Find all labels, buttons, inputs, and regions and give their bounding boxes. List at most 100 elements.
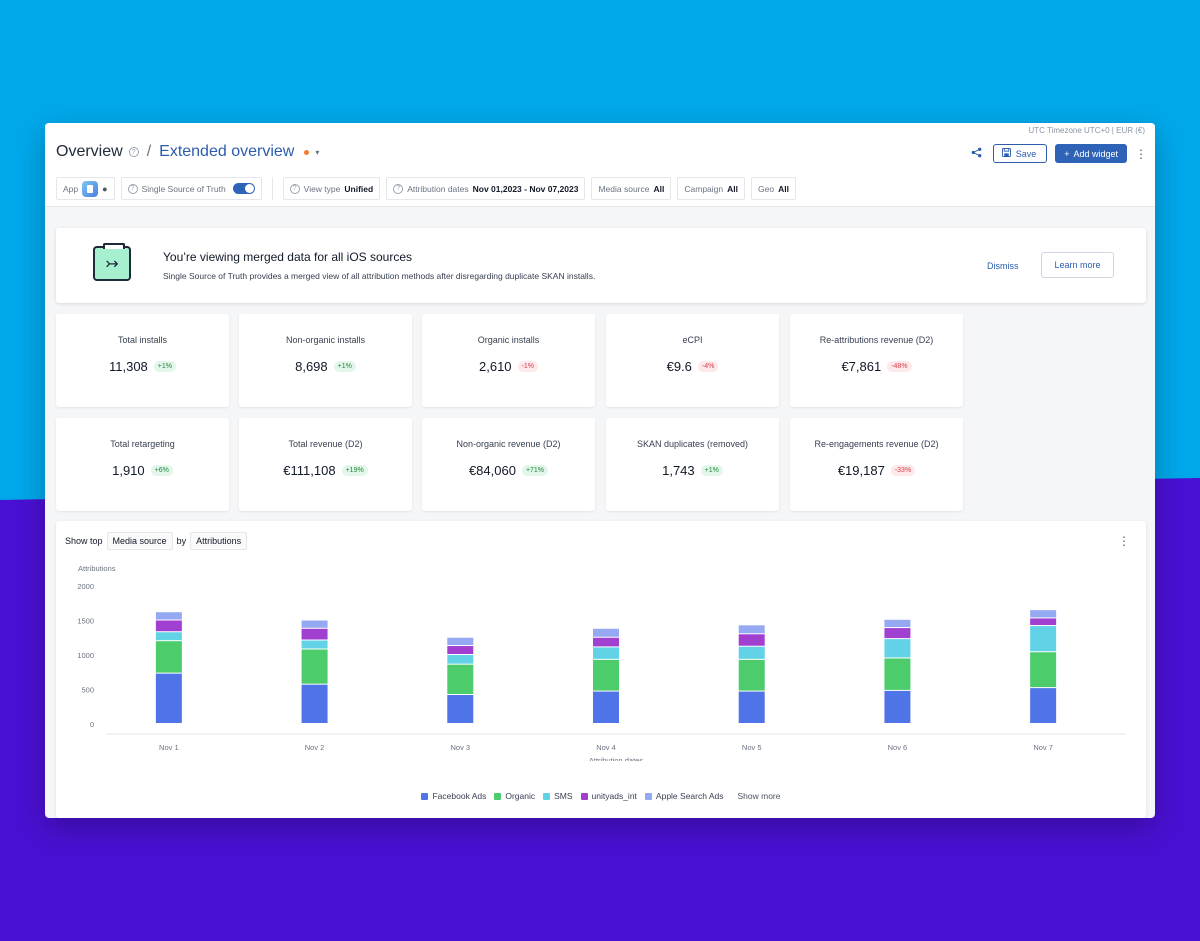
dashboard-name[interactable]: Extended overview [159,143,295,160]
legend-item[interactable]: Facebook Ads [421,791,486,801]
metric-select[interactable]: Attributions [190,532,248,550]
app-icon [82,180,99,197]
bar-segment [1030,652,1057,688]
filter-divider [271,177,273,200]
kpi-label: eCPI [682,335,703,345]
bar-segment [738,659,765,691]
legend-item[interactable]: SMS [543,791,573,801]
kpi-card[interactable]: Total installs 11,308 +1% [56,314,229,407]
chevron-down-icon[interactable]: ▾ [315,147,320,157]
kpi-label: Total revenue (D2) [288,439,363,449]
bar-segment [884,658,911,690]
geo-label: Geo [758,183,775,194]
kpi-card[interactable]: Total retargeting 1,910 +6% [56,418,229,511]
dismiss-button[interactable]: Dismiss [987,261,1019,271]
kpi-value-row: €9.6 -4% [606,359,779,374]
attribution-dates-label: Attribution dates [407,183,469,194]
kpi-value: 11,308 [108,359,148,374]
bar-segment [155,620,182,632]
plus-icon: + [1064,148,1070,159]
bar-segment [738,691,765,723]
kpi-card[interactable]: Organic installs 2,610 -1% [422,314,595,407]
ssot-banner: ↣ You’re viewing merged data for all iOS… [56,228,1146,303]
show-more-link[interactable]: Show more [737,791,781,801]
legend-swatch [580,792,588,800]
x-tick-label: Nov 4 [596,743,616,752]
app-filter-label: App [63,183,79,194]
bar-segment [447,637,474,646]
kpi-change-badge: +1% [153,361,176,372]
chart-more-options-icon[interactable]: ⋮ [1118,534,1130,548]
legend-item[interactable]: unityads_int [580,791,637,801]
y-tick-label: 1000 [77,651,94,660]
campaign-filter[interactable]: Campaign All [677,177,745,200]
dimension-select[interactable]: Media source [106,532,173,550]
legend-swatch [644,792,652,800]
kpi-label: Re-engagements revenue (D2) [814,439,939,449]
kpi-label: Non-organic installs [285,335,366,345]
kpi-value-row: 2,610 -1% [422,359,595,374]
bar-segment [447,655,474,664]
media-source-label: Media source [598,183,650,194]
x-tick-label: Nov 5 [742,743,762,752]
kpi-value-row: 8,698 +1% [239,359,412,374]
add-widget-button[interactable]: + Add widget [1055,144,1127,163]
kpi-value: 1,910 [112,463,145,478]
page-title: Overview [56,143,123,160]
view-type-filter[interactable]: ? View type Unified [282,177,381,200]
y-tick-label: 0 [90,720,94,729]
x-tick-label: Nov 3 [450,743,470,752]
legend-label: Facebook Ads [432,791,487,801]
share-icon[interactable] [969,147,985,161]
unsaved-dot-icon [304,149,310,155]
bar-segment [884,628,911,639]
app-filter[interactable]: App ● [56,177,115,200]
legend-label: Apple Search Ads [655,791,724,801]
kpi-value: 8,698 [295,359,328,374]
campaign-value: All [727,183,738,194]
legend-swatch [543,792,551,800]
kpi-card[interactable]: eCPI €9.6 -4% [606,314,779,407]
view-type-value: Unified [344,183,374,194]
geo-filter[interactable]: Geo All [751,177,796,200]
kpi-value: €84,060 [468,463,516,478]
bar-segment [301,649,328,684]
kpi-card[interactable]: Non-organic installs 8,698 +1% [239,314,412,407]
kpi-card[interactable]: Re-engagements revenue (D2) €19,187 -33% [790,418,963,511]
banner-title: You’re viewing merged data for all iOS s… [163,250,413,264]
ssot-toggle[interactable] [232,183,255,194]
kpi-value-row: 1,910 +6% [56,463,229,478]
y-tick-label: 2000 [77,582,94,591]
help-icon[interactable]: ? [128,147,139,157]
legend-label: unityads_int [591,791,637,801]
bar-segment [884,690,911,723]
x-axis-label: Attribution dates [589,756,643,761]
y-tick-label: 1500 [77,617,94,626]
ssot-toggle-chip[interactable]: ? Single Source of Truth [120,177,262,200]
header-actions: Save + Add widget ⋮ [969,144,1147,163]
bar-segment [1030,610,1057,618]
kpi-card[interactable]: Non-organic revenue (D2) €84,060 +71% [422,418,595,511]
kpi-change-badge: +1% [700,465,723,476]
save-button[interactable]: Save [992,144,1048,163]
more-options-icon[interactable]: ⋮ [1135,146,1147,161]
help-icon: ? [289,183,300,194]
bar-segment [593,637,619,647]
media-source-filter[interactable]: Media source All [591,177,672,200]
bar-segment [1030,618,1057,626]
kpi-card[interactable]: SKAN duplicates (removed) 1,743 +1% [606,418,779,511]
legend-item[interactable]: Organic [494,791,535,801]
bar-segment [884,639,911,658]
merge-arrow-icon: ↣ [93,243,131,281]
kpi-value-row: 1,743 +1% [606,463,779,478]
legend-item[interactable]: Apple Search Ads [644,791,724,801]
kpi-card[interactable]: Re-attributions revenue (D2) €7,861 -48% [790,314,963,407]
kpi-card[interactable]: Total revenue (D2) €111,108 +19% [239,418,412,511]
learn-more-button[interactable]: Learn more [1041,252,1114,278]
bar-segment [1030,626,1057,652]
kpi-label: Non-organic revenue (D2) [456,439,561,449]
y-axis-label: Attributions [78,564,116,573]
y-tick-label: 500 [81,686,94,695]
attribution-dates-filter[interactable]: ? Attribution dates Nov 01,2023 - Nov 07… [386,177,586,200]
help-icon: ? [393,183,404,194]
